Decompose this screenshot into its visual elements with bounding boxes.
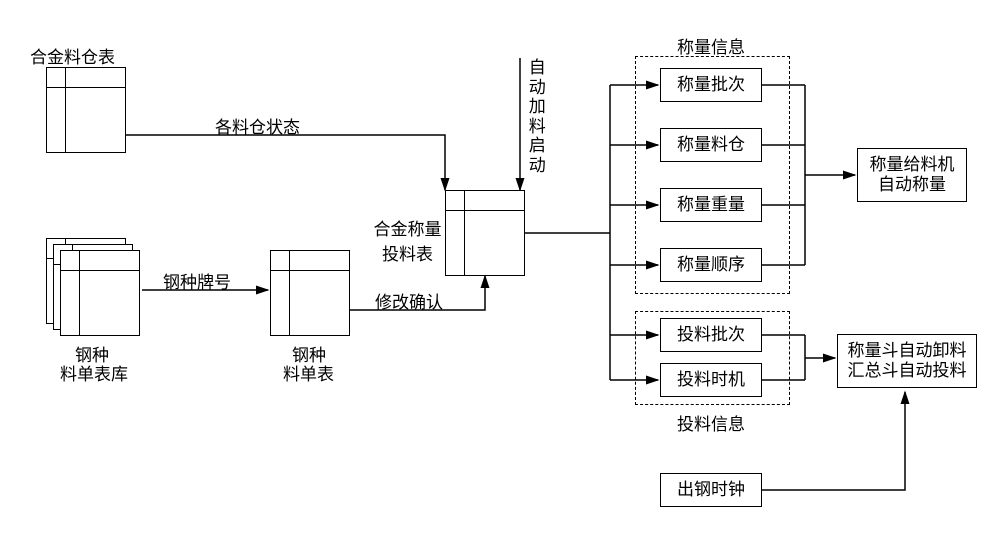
feed-info-label: 投料信息 <box>677 410 745 435</box>
weigh-batch-box: 称量批次 <box>660 68 762 102</box>
weigh-feeder-box: 称量给料机 自动称量 <box>857 148 967 202</box>
steel-sheet-caption-l2: 料单表 <box>283 360 334 385</box>
weigh-order-box: 称量顺序 <box>660 248 762 282</box>
weigh-feeder-l2: 自动称量 <box>878 175 946 194</box>
edge-silo-status: 各料仓状态 <box>215 113 300 138</box>
hopper-auto-l2: 汇总斗自动投料 <box>848 361 967 380</box>
steel-sheet-icon <box>270 250 350 336</box>
feed-timing-box: 投料时机 <box>660 363 762 397</box>
edge-modify-confirm: 修改确认 <box>375 288 443 313</box>
steel-library-stack-front <box>60 250 140 336</box>
alloy-weigh-feed-l1: 合金称量 <box>374 215 442 240</box>
steel-library-caption-l2: 料单表库 <box>60 360 128 385</box>
feed-batch-box: 投料批次 <box>660 318 762 352</box>
hopper-auto-box: 称量斗自动卸料 汇总斗自动投料 <box>837 334 977 388</box>
weigh-silo-box: 称量料仓 <box>660 128 762 162</box>
alloy-weigh-feed-table-icon <box>445 190 525 276</box>
alloy-weigh-feed-l2: 投料表 <box>382 240 433 265</box>
weigh-weight-box: 称量重量 <box>660 188 762 222</box>
weigh-info-label: 称量信息 <box>677 33 745 58</box>
hopper-auto-l1: 称量斗自动卸料 <box>848 341 967 360</box>
alloy-weigh-feed-label: 合金称量 投料表 <box>370 215 445 265</box>
edge-auto-feed-start: 自 动 加 料 启 动 <box>527 58 547 175</box>
alloy-silo-table-icon <box>46 67 126 153</box>
weigh-feeder-l1: 称量给料机 <box>870 155 955 174</box>
edge-steel-grade: 钢种牌号 <box>163 268 231 293</box>
tapping-clock-box: 出钢时钟 <box>660 473 762 507</box>
alloy-silo-table-caption: 合金料仓表 <box>30 43 115 68</box>
